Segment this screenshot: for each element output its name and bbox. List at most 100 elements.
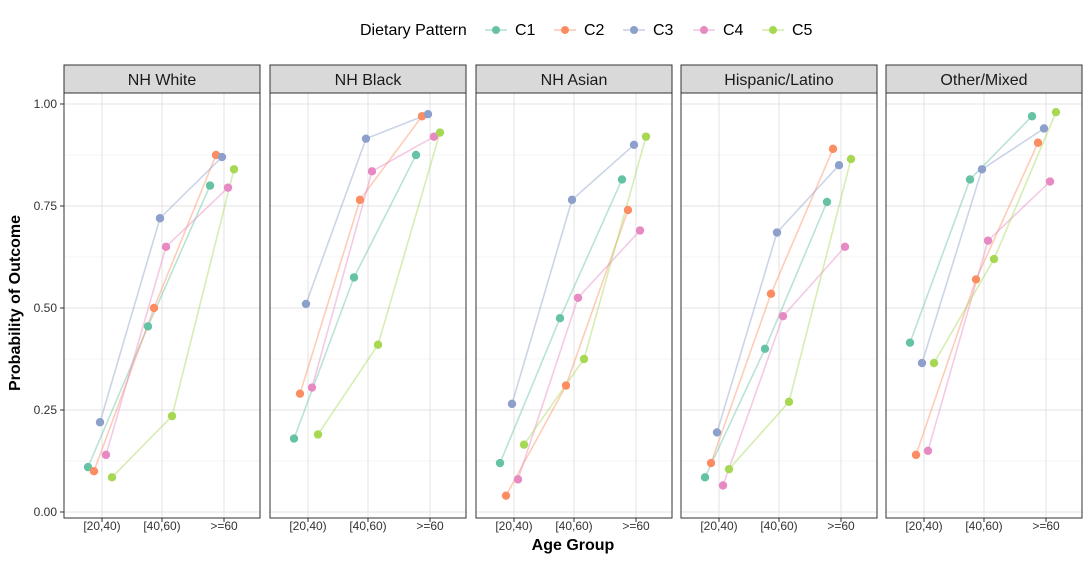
data-point-c2 [766, 289, 776, 298]
data-point-c2 [295, 389, 305, 398]
facet-strip [885, 64, 1083, 94]
x-tick-label: [40,60) [349, 519, 386, 533]
data-point-c4 [1045, 177, 1055, 186]
legend-entry-c5: C5 [762, 22, 813, 39]
data-point-c5 [167, 411, 177, 421]
y-tick-label: 0.00 [34, 505, 58, 519]
data-point-c2 [828, 144, 838, 154]
legend-key-point [700, 26, 708, 34]
data-point-c5 [1051, 107, 1061, 117]
data-point-c4 [983, 236, 993, 245]
facet-title: Other/Mixed [940, 72, 1027, 89]
data-point-c2 [149, 303, 159, 313]
data-point-c3 [507, 399, 517, 409]
legend-label: C2 [584, 22, 605, 39]
legend-key-point [492, 26, 500, 34]
legend-entry-c4: C4 [693, 22, 744, 39]
data-point-c3 [361, 134, 371, 143]
legend-label: C5 [792, 22, 813, 39]
data-point-c1 [411, 150, 421, 160]
facet-title: NH Black [335, 72, 403, 89]
legend-label: C1 [515, 22, 536, 39]
data-point-c3 [301, 299, 311, 309]
data-point-c3 [1039, 124, 1049, 133]
x-tick-label: >=60 [622, 519, 650, 533]
data-point-c1 [822, 197, 832, 207]
data-point-c1 [760, 344, 770, 353]
x-tick-label: [40,60) [760, 519, 797, 533]
data-point-c2 [501, 491, 511, 500]
data-point-c4 [718, 481, 728, 490]
facet-panel-0: NH White [20,40) [40,60) >=60 [63, 64, 261, 533]
legend-key-point [769, 26, 777, 34]
data-point-c1 [1027, 112, 1037, 121]
data-point-c4 [429, 132, 439, 141]
facet-title: Hispanic/Latino [724, 72, 834, 89]
x-tick-label: >=60 [416, 519, 444, 533]
data-point-c3 [977, 165, 987, 174]
data-point-c3 [95, 418, 105, 427]
data-point-c5 [107, 473, 117, 482]
data-point-c1 [289, 434, 299, 443]
data-point-c5 [229, 165, 239, 174]
data-point-c1 [349, 273, 359, 282]
data-point-c2 [89, 467, 99, 476]
x-tick-label: >=60 [1032, 519, 1060, 533]
data-point-c3 [567, 195, 577, 205]
data-point-c5 [519, 440, 529, 449]
y-tick-label: 0.75 [34, 199, 58, 213]
data-point-c5 [641, 132, 651, 141]
legend-label: C4 [723, 22, 744, 39]
x-tick-label: >=60 [827, 519, 855, 533]
data-point-c5 [929, 358, 939, 368]
data-point-c3 [917, 358, 927, 368]
data-point-c3 [217, 152, 227, 162]
x-tick-label: [40,60) [555, 519, 592, 533]
data-point-c1 [905, 338, 915, 347]
x-tick-label: [20,40) [289, 519, 326, 533]
facet-strip [475, 64, 673, 94]
legend-entry-c3: C3 [623, 22, 674, 39]
data-point-c3 [712, 428, 722, 437]
data-point-c5 [435, 128, 445, 137]
data-point-c5 [373, 340, 383, 349]
data-point-c3 [423, 110, 433, 119]
data-point-c4 [513, 475, 523, 484]
x-tick-label: [20,40) [905, 519, 942, 533]
y-tick-label: 0.25 [34, 403, 58, 417]
legend-label: C3 [653, 22, 674, 39]
data-point-c3 [629, 140, 639, 149]
data-point-c1 [555, 314, 565, 323]
data-point-c5 [724, 464, 734, 474]
data-point-c2 [623, 205, 633, 215]
x-tick-label: >=60 [210, 519, 238, 533]
y-tick-label: 0.50 [34, 301, 58, 315]
data-point-c4 [161, 242, 171, 251]
data-point-c2 [706, 458, 716, 468]
facet-strip [63, 64, 261, 94]
facet-panel-1: NH Black [20,40) [40,60) >=60 [269, 64, 467, 533]
data-point-c5 [784, 397, 794, 407]
data-point-c3 [834, 161, 844, 170]
data-point-c2 [911, 450, 921, 460]
data-point-c1 [495, 458, 505, 468]
data-point-c3 [155, 214, 165, 223]
data-point-c4 [573, 293, 583, 302]
legend-entry-c1: C1 [485, 22, 536, 39]
facet-title: NH White [128, 72, 197, 89]
facet-strip [680, 64, 878, 94]
legend-key-point [630, 26, 638, 34]
facet-title: NH Asian [541, 72, 608, 89]
facet-panel-4: Other/Mixed [20,40) [40,60) >=60 [885, 64, 1083, 533]
data-point-c4 [367, 167, 377, 176]
x-tick-label: [40,60) [965, 519, 1002, 533]
data-point-c5 [846, 154, 856, 164]
data-point-c5 [313, 430, 323, 439]
y-axis: 0.00 0.25 0.50 0.75 1.00 [34, 97, 64, 519]
x-tick-label: [20,40) [495, 519, 532, 533]
data-point-c1 [205, 181, 215, 190]
data-point-c1 [617, 175, 627, 184]
data-point-c5 [989, 254, 999, 264]
data-point-c4 [307, 383, 317, 392]
